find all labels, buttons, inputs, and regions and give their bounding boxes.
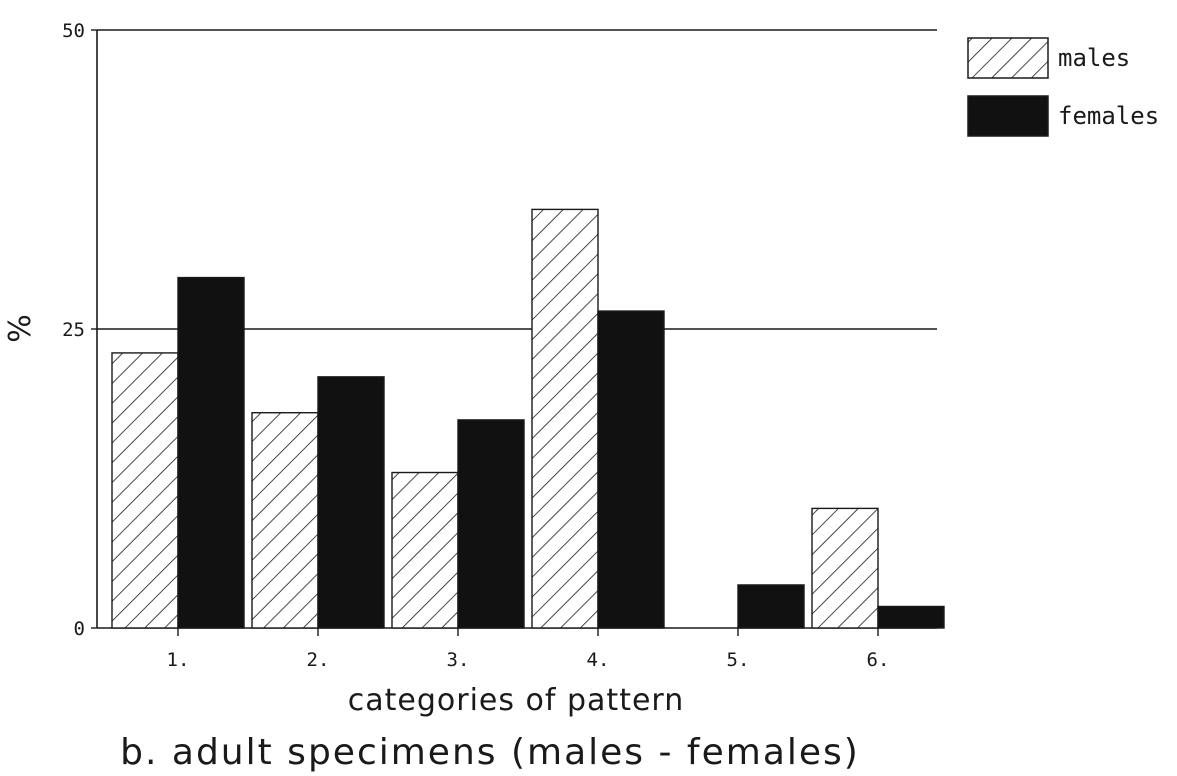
legend-label-males: males xyxy=(1058,44,1130,72)
tick-labels: 0 25 50 1. 2. 3. 4. 5. 6. xyxy=(62,20,889,671)
x-tick-label-1: 1. xyxy=(167,649,190,671)
y-tick-label-0: 0 xyxy=(74,618,85,640)
bars xyxy=(111,208,945,629)
x-axis-label: categories of pattern xyxy=(348,683,684,718)
x-tick-label-2: 2. xyxy=(307,649,330,671)
bar-females-2 xyxy=(317,376,385,629)
bar-females-4 xyxy=(597,310,665,629)
x-tick-label-5: 5. xyxy=(727,649,750,671)
y-tick-label-50: 50 xyxy=(62,20,85,42)
legend-label-females: females xyxy=(1058,102,1159,130)
x-tick-label-3: 3. xyxy=(447,649,470,671)
x-tick-label-6: 6. xyxy=(867,649,890,671)
bar-males-1 xyxy=(111,352,179,629)
bar-females-5 xyxy=(737,584,805,629)
legend-swatch-males xyxy=(967,37,1049,79)
bar-males-2 xyxy=(251,412,319,629)
bar-females-6 xyxy=(877,605,945,629)
y-axis-label: % xyxy=(3,313,38,343)
y-tick-label-25: 25 xyxy=(62,319,85,341)
bar-males-3 xyxy=(391,471,459,629)
x-tick-label-4: 4. xyxy=(587,649,610,671)
bar-males-6 xyxy=(811,507,879,629)
bar-females-1 xyxy=(177,276,245,629)
bar-males-4 xyxy=(531,208,599,629)
legend: males females xyxy=(967,37,1159,137)
chart-title: b. adult specimens (males - females) xyxy=(120,732,860,773)
legend-swatch-females xyxy=(967,95,1049,137)
bar-females-3 xyxy=(457,419,525,629)
